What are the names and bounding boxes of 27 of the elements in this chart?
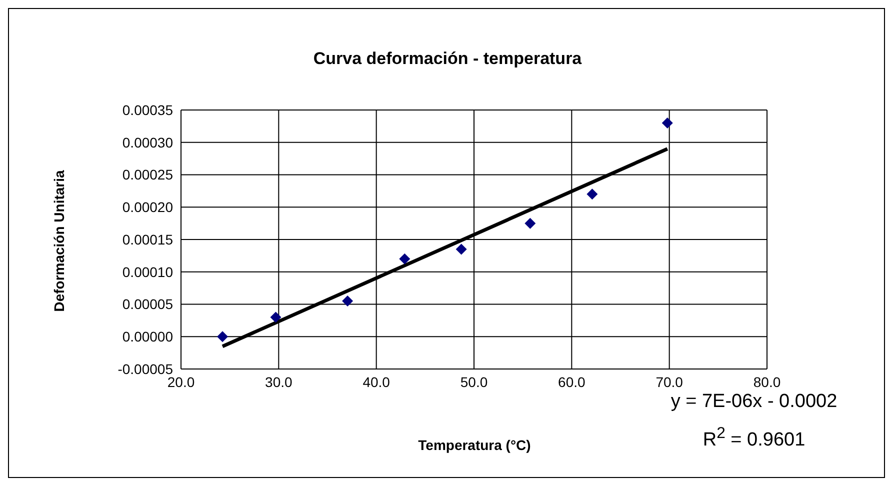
y-tick-label: 0.00005: [122, 296, 174, 312]
x-tick-label: 60.0: [558, 374, 586, 390]
y-tick-label: 0.00015: [122, 231, 174, 248]
x-tick-label: 30.0: [265, 374, 293, 390]
point: [270, 312, 282, 323]
point: [399, 253, 410, 264]
point: [342, 296, 354, 307]
y-axis-title: Deformación Unitaria: [51, 170, 67, 312]
chart-title: Curva deformación - temperatura: [312, 49, 583, 69]
y-tick-label: 0.00035: [122, 102, 174, 118]
x-tick-label: 40.0: [362, 374, 390, 390]
point: [586, 188, 598, 200]
x-tick-label: 70.0: [656, 374, 684, 390]
point: [524, 218, 536, 229]
y-tick-label: 0.00025: [122, 166, 174, 183]
point: [217, 331, 228, 342]
y-tick-label: 0.00030: [122, 134, 174, 150]
point: [662, 117, 673, 128]
point: [456, 244, 467, 255]
y-tick-label: 0.00020: [122, 199, 174, 216]
x-tick-label: 80.0: [753, 374, 781, 390]
y-tick-label: 0.00000: [122, 328, 174, 345]
text: y = 7E-06x - 0.0002: [670, 391, 838, 413]
y-tick-label: 0.00010: [122, 264, 174, 280]
x-axis-title: Temperatura (°C): [418, 437, 531, 453]
text: R$^{2}$ = 0.9601: [702, 425, 806, 452]
x-tick-label: 50.0: [460, 374, 488, 390]
